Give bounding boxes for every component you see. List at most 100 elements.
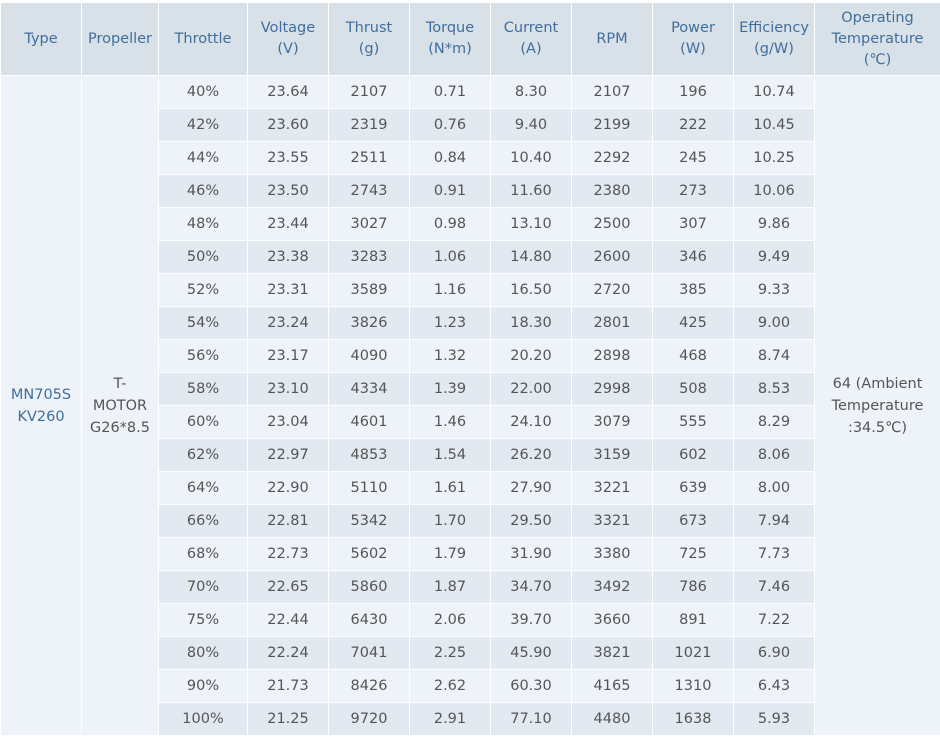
table-cell: 77.10: [491, 703, 572, 736]
table-cell: 602: [653, 439, 734, 472]
table-cell: 3079: [572, 406, 653, 439]
table-cell: 2511: [329, 142, 410, 175]
column-header: Efficiency (g/W): [734, 3, 815, 76]
table-cell: 22.90: [248, 472, 329, 505]
table-cell: 2319: [329, 109, 410, 142]
table-cell: 7041: [329, 637, 410, 670]
table-cell: 1.46: [410, 406, 491, 439]
table-cell: 468: [653, 340, 734, 373]
table-cell: 10.06: [734, 175, 815, 208]
table-cell: 2743: [329, 175, 410, 208]
table-cell: 34.70: [491, 571, 572, 604]
column-header: Thrust (g): [329, 3, 410, 76]
table-cell: 4334: [329, 373, 410, 406]
table-cell: 196: [653, 76, 734, 109]
table-cell: 20.20: [491, 340, 572, 373]
table-cell: 9720: [329, 703, 410, 736]
table-cell: 23.04: [248, 406, 329, 439]
table-cell: 44%: [159, 142, 248, 175]
table-cell: 6.90: [734, 637, 815, 670]
table-cell: 2199: [572, 109, 653, 142]
table-cell: 2.62: [410, 670, 491, 703]
table-cell: 7.22: [734, 604, 815, 637]
table-cell: 22.73: [248, 538, 329, 571]
table-cell: 5860: [329, 571, 410, 604]
table-cell: 2380: [572, 175, 653, 208]
table-cell: 508: [653, 373, 734, 406]
table-cell: 23.50: [248, 175, 329, 208]
table-cell: 16.50: [491, 274, 572, 307]
table-cell: 1.87: [410, 571, 491, 604]
table-cell: 2292: [572, 142, 653, 175]
table-cell: 1.16: [410, 274, 491, 307]
table-cell: 22.97: [248, 439, 329, 472]
table-cell: 673: [653, 505, 734, 538]
table-cell: 22.65: [248, 571, 329, 604]
table-cell: 22.44: [248, 604, 329, 637]
table-cell: 39.70: [491, 604, 572, 637]
table-cell: 48%: [159, 208, 248, 241]
table-cell: 5342: [329, 505, 410, 538]
table-cell: 56%: [159, 340, 248, 373]
table-cell: 9.86: [734, 208, 815, 241]
table-cell: 9.49: [734, 241, 815, 274]
table-cell: 0.84: [410, 142, 491, 175]
table-cell: 70%: [159, 571, 248, 604]
table-cell: 0.76: [410, 109, 491, 142]
table-cell: 80%: [159, 637, 248, 670]
table-cell: 10.74: [734, 76, 815, 109]
table-cell: 3380: [572, 538, 653, 571]
type-cell: MN705S KV260: [1, 76, 82, 736]
table-cell: 1.79: [410, 538, 491, 571]
table-cell: 60%: [159, 406, 248, 439]
table-cell: 90%: [159, 670, 248, 703]
table-cell: 8.00: [734, 472, 815, 505]
table-cell: 385: [653, 274, 734, 307]
table-cell: 60.30: [491, 670, 572, 703]
table-cell: 222: [653, 109, 734, 142]
table-cell: 2500: [572, 208, 653, 241]
table-cell: 1638: [653, 703, 734, 736]
table-cell: 1.61: [410, 472, 491, 505]
table-cell: 4165: [572, 670, 653, 703]
table-cell: 2107: [572, 76, 653, 109]
table-cell: 3027: [329, 208, 410, 241]
table-cell: 10.45: [734, 109, 815, 142]
table-cell: 6.43: [734, 670, 815, 703]
table-cell: 24.10: [491, 406, 572, 439]
table-cell: 4601: [329, 406, 410, 439]
table-cell: 0.91: [410, 175, 491, 208]
table-cell: 2998: [572, 373, 653, 406]
table-cell: 23.24: [248, 307, 329, 340]
table-cell: 21.73: [248, 670, 329, 703]
table-cell: 2.91: [410, 703, 491, 736]
table-cell: 307: [653, 208, 734, 241]
table-cell: 3283: [329, 241, 410, 274]
table-cell: 2801: [572, 307, 653, 340]
table-cell: 3321: [572, 505, 653, 538]
table-cell: 40%: [159, 76, 248, 109]
column-header: Torque (N*m): [410, 3, 491, 76]
table-cell: 23.38: [248, 241, 329, 274]
table-cell: 7.73: [734, 538, 815, 571]
table-cell: 0.71: [410, 76, 491, 109]
column-header: Propeller: [82, 3, 159, 76]
table-cell: 18.30: [491, 307, 572, 340]
table-cell: 5.93: [734, 703, 815, 736]
table-cell: 68%: [159, 538, 248, 571]
table-cell: 100%: [159, 703, 248, 736]
table-cell: 64%: [159, 472, 248, 505]
table-cell: 1.32: [410, 340, 491, 373]
table-cell: 21.25: [248, 703, 329, 736]
table-cell: 1310: [653, 670, 734, 703]
table-cell: 22.24: [248, 637, 329, 670]
table-cell: 2107: [329, 76, 410, 109]
table-cell: 4090: [329, 340, 410, 373]
table-cell: 8.29: [734, 406, 815, 439]
table-cell: 23.10: [248, 373, 329, 406]
table-cell: 22.00: [491, 373, 572, 406]
table-cell: 5602: [329, 538, 410, 571]
table-cell: 1.06: [410, 241, 491, 274]
table-cell: 22.81: [248, 505, 329, 538]
